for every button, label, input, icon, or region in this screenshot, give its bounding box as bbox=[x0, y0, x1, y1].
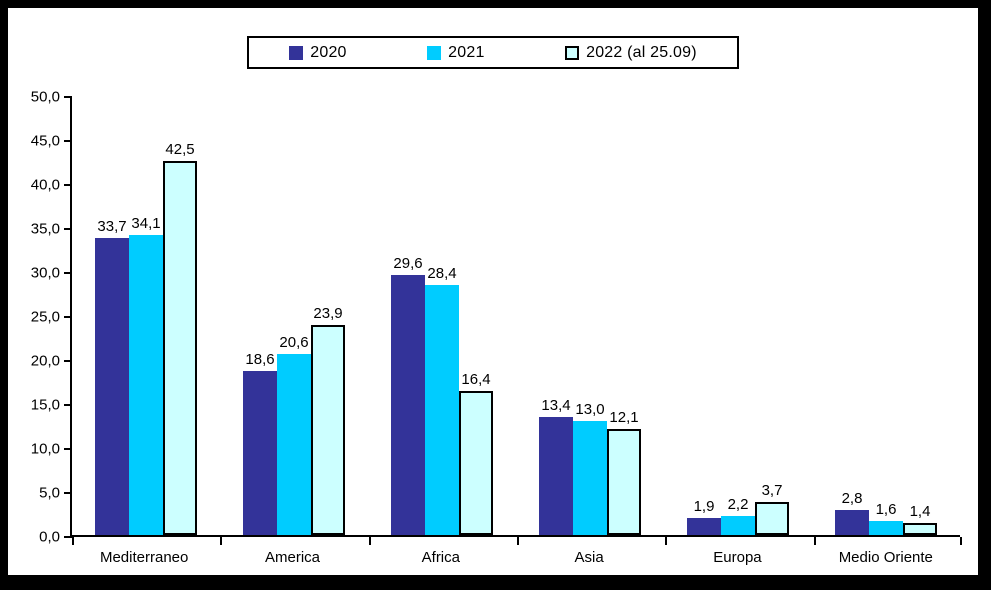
bar-2020-asia: 13,4 bbox=[539, 397, 573, 535]
legend-swatch-icon bbox=[289, 45, 304, 60]
bar-value-label: 18,6 bbox=[245, 351, 275, 368]
bar-value-label: 1,4 bbox=[909, 503, 931, 520]
bar-2020-america: 18,6 bbox=[243, 351, 277, 535]
bar-value-label: 29,6 bbox=[393, 255, 423, 272]
y-axis-tick bbox=[64, 492, 72, 494]
bar-2020-europa: 1,9 bbox=[687, 498, 721, 535]
y-axis-tick bbox=[64, 140, 72, 142]
bar-2020-africa: 29,6 bbox=[391, 255, 425, 535]
bar-2020-mediterraneo: 33,7 bbox=[95, 218, 129, 535]
bar-2022-america: 23,9 bbox=[311, 305, 345, 535]
category-label-europa: Europa bbox=[713, 549, 762, 566]
bar-2022-africa: 16,4 bbox=[459, 371, 493, 535]
bar-2022-mediterraneo: 42,5 bbox=[163, 141, 197, 535]
legend-swatch-icon bbox=[565, 45, 580, 60]
legend-item-2020: 2020 bbox=[289, 44, 346, 62]
y-axis-tick bbox=[64, 228, 72, 230]
y-axis-tick-label: 35,0 bbox=[30, 220, 60, 238]
y-axis-tick bbox=[64, 360, 72, 362]
y-axis-tick bbox=[64, 184, 72, 186]
bar-value-label: 12,1 bbox=[609, 409, 639, 426]
bar-2022-europa: 3,7 bbox=[755, 482, 789, 535]
y-axis-tick-label: 40,0 bbox=[30, 176, 60, 194]
y-axis-tick bbox=[64, 272, 72, 274]
category-label-mediterraneo: Mediterraneo bbox=[99, 549, 189, 566]
y-axis-tick-label: 10,0 bbox=[30, 440, 60, 458]
y-axis-tick-label: 30,0 bbox=[30, 264, 60, 282]
bar-value-label: 23,9 bbox=[313, 305, 343, 322]
bar-value-label: 2,2 bbox=[727, 496, 749, 513]
bar-2021-europa: 2,2 bbox=[721, 496, 755, 535]
bar-2021-africa: 28,4 bbox=[425, 265, 459, 535]
category-label-america: America bbox=[264, 549, 320, 566]
x-axis-category-labels: Mediterraneo America Africa Asia Europa Medio… bbox=[70, 549, 960, 566]
bar-group-africa: 29,6 28,4 16,4 bbox=[368, 97, 516, 535]
legend-label: 2021 bbox=[448, 43, 485, 61]
y-axis-tick-label: 20,0 bbox=[30, 352, 60, 370]
bar-2022-medio-oriente: 1,4 bbox=[903, 503, 937, 535]
bar-2022-asia: 12,1 bbox=[607, 409, 641, 535]
bar-value-label: 28,4 bbox=[427, 265, 457, 282]
y-axis-tick bbox=[64, 536, 72, 538]
bar-2020-medio-oriente: 2,8 bbox=[835, 490, 869, 535]
category-label-asia: Asia bbox=[574, 549, 604, 566]
bar-value-label: 16,4 bbox=[461, 371, 491, 388]
chart-panel: 2020 2021 2022 (al 25.09) 0,0 5,0 10,0 15,0 20… bbox=[8, 8, 978, 575]
y-axis-tick-label: 45,0 bbox=[30, 132, 60, 150]
bar-value-label: 3,7 bbox=[761, 482, 783, 499]
y-axis-tick bbox=[64, 404, 72, 406]
bar-value-label: 42,5 bbox=[165, 141, 195, 158]
y-axis-tick-label: 0,0 bbox=[39, 528, 60, 546]
x-axis-tick bbox=[368, 537, 371, 545]
bar-2021-medio-oriente: 1,6 bbox=[869, 501, 903, 535]
y-axis-tick-label: 50,0 bbox=[30, 88, 60, 106]
bar-value-label: 20,6 bbox=[279, 334, 309, 351]
y-axis-tick-label: 5,0 bbox=[39, 484, 60, 502]
bar-group-mediterraneo: 33,7 34,1 42,5 bbox=[72, 97, 220, 535]
bar-groups: 33,7 34,1 42,5 18,6 20,6 23,9 29,6 28,4 16,4 13,4… bbox=[72, 97, 960, 535]
legend-item-2022-al-25-09-: 2022 (al 25.09) bbox=[565, 44, 697, 62]
bar-value-label: 34,1 bbox=[131, 215, 161, 232]
x-axis-tick bbox=[220, 537, 223, 545]
y-axis-tick bbox=[64, 96, 72, 98]
x-axis-tick bbox=[813, 537, 816, 545]
bar-value-label: 33,7 bbox=[97, 218, 127, 235]
bar-2021-asia: 13,0 bbox=[573, 401, 607, 535]
plot-area: 0,0 5,0 10,0 15,0 20,0 25,0 30,0 35,0 40,0 45,0 50… bbox=[31, 89, 962, 546]
y-axis-tick bbox=[64, 448, 72, 450]
bar-2021-mediterraneo: 34,1 bbox=[129, 215, 163, 535]
x-axis-tick bbox=[960, 537, 962, 545]
bar-group-america: 18,6 20,6 23,9 bbox=[220, 97, 368, 535]
x-axis-tick bbox=[665, 537, 668, 545]
category-label-medio-oriente: Medio Oriente bbox=[838, 549, 933, 566]
legend-item-2021: 2021 bbox=[427, 44, 484, 62]
legend-label: 2022 (al 25.09) bbox=[586, 43, 697, 61]
bar-2021-america: 20,6 bbox=[277, 334, 311, 535]
bar-value-label: 1,9 bbox=[693, 498, 715, 515]
bar-value-label: 13,4 bbox=[541, 397, 571, 414]
legend-swatch-icon bbox=[427, 45, 442, 60]
bar-value-label: 2,8 bbox=[841, 490, 863, 507]
chart-legend: 2020 2021 2022 (al 25.09) bbox=[247, 36, 739, 69]
category-label-africa: Africa bbox=[421, 549, 460, 566]
bar-group-europa: 1,9 2,2 3,7 bbox=[664, 97, 812, 535]
bar-value-label: 1,6 bbox=[875, 501, 897, 518]
x-axis-tick bbox=[517, 537, 519, 545]
y-axis-tick-label: 15,0 bbox=[30, 396, 60, 414]
x-axis-tick bbox=[72, 537, 74, 545]
bar-group-medio-oriente: 2,8 1,6 1,4 bbox=[812, 97, 960, 535]
bar-value-label: 13,0 bbox=[575, 401, 605, 418]
y-axis-tick-label: 25,0 bbox=[30, 308, 60, 326]
y-axis-tick bbox=[64, 316, 72, 318]
legend-label: 2020 bbox=[310, 43, 347, 61]
bar-group-asia: 13,4 13,0 12,1 bbox=[516, 97, 664, 535]
